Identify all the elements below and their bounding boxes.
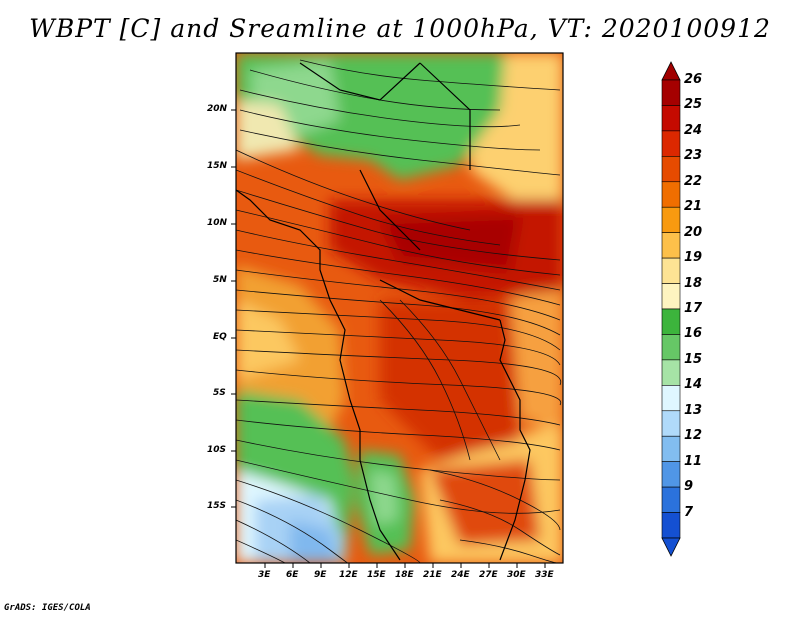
lat-label-5n: 5N (213, 275, 227, 285)
lon-label-6e: 6E (286, 570, 299, 580)
colorbar-top-arrow (661, 61, 681, 81)
colorbar-cell-15 (661, 461, 681, 488)
colorbar-cell-2 (661, 130, 681, 157)
colorbar-cell-12 (661, 385, 681, 412)
lon-label-9e: 9E (314, 570, 327, 580)
colorbar-cell-14 (661, 435, 681, 462)
colorbar-label-14: 14 (684, 377, 703, 393)
colorbar-label-20: 20 (684, 224, 703, 240)
colorbar-cell-13 (661, 410, 681, 437)
colorbar-label-21: 21 (684, 199, 703, 215)
colorbar-bottom-arrow (661, 537, 681, 557)
lon-label-15e: 15E (367, 570, 386, 580)
colorbar-cell-10 (661, 334, 681, 361)
lon-label-24e: 24E (451, 570, 470, 580)
colorbar-label-22: 22 (684, 173, 703, 189)
colorbar-label-11: 11 (684, 453, 703, 469)
colorbar-cell-3 (661, 156, 681, 183)
colorbar-cell-17 (661, 512, 681, 539)
colorbar-cell-16 (661, 486, 681, 513)
lat-label-5s: 5S (213, 388, 226, 398)
colorbar-cells (661, 79, 681, 539)
colorbar-cell-6 (661, 232, 681, 259)
colorbar-label-19: 19 (684, 250, 703, 266)
lon-label-21e: 21E (423, 570, 442, 580)
colorbar-label-25: 25 (684, 97, 703, 113)
colorbar-label-23: 23 (684, 148, 703, 164)
colorbar-cell-0 (661, 79, 681, 106)
lon-label-18e: 18E (395, 570, 414, 580)
lon-label-33e: 33E (535, 570, 554, 580)
lat-label-20n: 20N (207, 104, 228, 114)
lat-label-10n: 10N (207, 218, 228, 228)
colorbar-label-18: 18 (684, 275, 703, 291)
colorbar-cell-11 (661, 359, 681, 386)
colorbar-label-13: 13 (684, 402, 703, 418)
lon-label-27e: 27E (479, 570, 498, 580)
colorbar-label-7: 7 (684, 504, 694, 520)
coastline (236, 62, 531, 561)
lat-ticks (231, 109, 236, 508)
lon-ticks (264, 563, 546, 568)
colorbar-label-15: 15 (684, 351, 703, 367)
colorbar-cell-7 (661, 257, 681, 284)
wbpt-field (236, 53, 563, 563)
colorbar-label-9: 9 (684, 479, 694, 495)
lon-label-3e: 3E (258, 570, 271, 580)
lat-label-eq: EQ (213, 332, 227, 342)
colorbar-cell-1 (661, 105, 681, 132)
lat-label-15s: 15S (207, 501, 227, 511)
colorbar (661, 61, 681, 557)
colorbar-label-16: 16 (684, 326, 703, 342)
colorbar-cell-4 (661, 181, 681, 208)
lon-label-30e: 30E (507, 570, 526, 580)
lat-label-15n: 15N (207, 161, 228, 171)
colorbar-label-12: 12 (684, 428, 703, 444)
lon-label-12e: 12E (339, 570, 358, 580)
map-title: WBPT [C] and Sreamline at 1000hPa, VT: 2… (29, 14, 771, 43)
colorbar-cell-8 (661, 283, 681, 310)
colorbar-label-26: 26 (684, 72, 703, 87)
lat-label-10s: 10S (207, 445, 227, 455)
colorbar-label-17: 17 (684, 301, 703, 316)
streamlines (236, 59, 562, 563)
colorbar-cell-5 (661, 206, 681, 233)
map-frame (235, 52, 564, 564)
footer-credit: GrADS: IGES/COLA (4, 603, 91, 613)
colorbar-cell-9 (661, 308, 681, 335)
colorbar-label-24: 24 (684, 122, 703, 138)
